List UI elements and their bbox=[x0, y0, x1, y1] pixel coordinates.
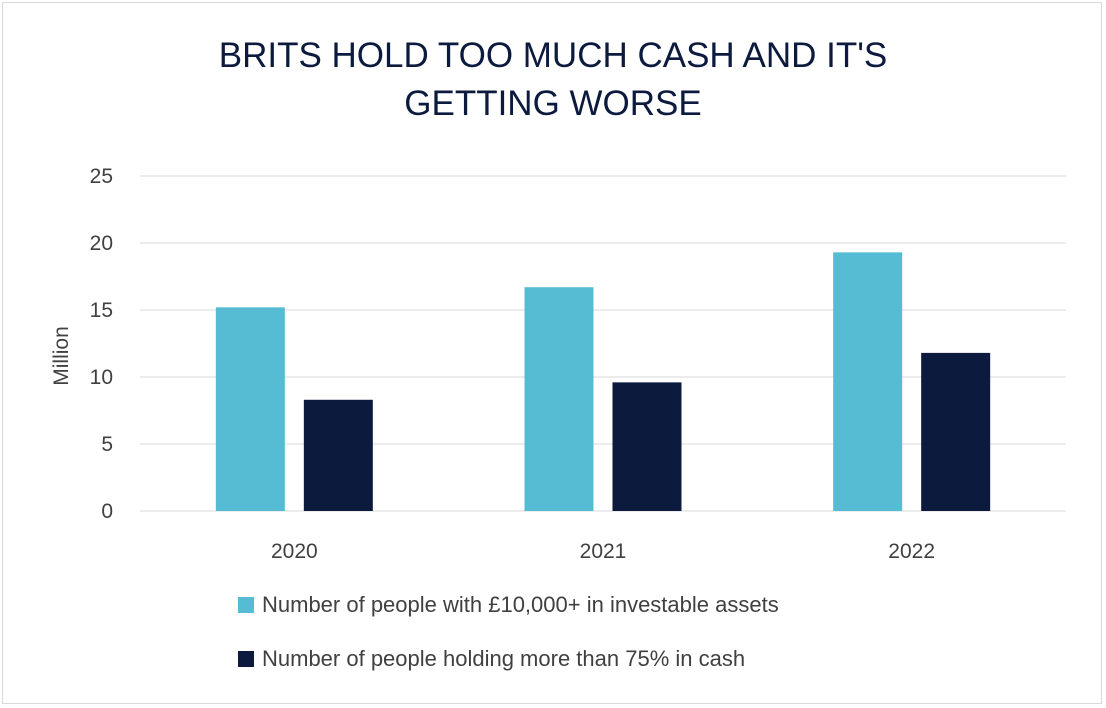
y-tick-label: 5 bbox=[101, 433, 113, 456]
y-axis-ticks: 0 5 10 15 20 25 bbox=[90, 165, 113, 523]
legend-item-holding-cash: Number of people holding more than 75% i… bbox=[238, 644, 779, 674]
bar-2021-series-1 bbox=[612, 382, 682, 511]
chart-title: BRITS HOLD TOO MUCH CASH AND IT'S GETTIN… bbox=[0, 32, 1106, 128]
bar-2021-series-0 bbox=[524, 287, 594, 511]
x-tick-label: 2021 bbox=[580, 540, 627, 563]
chart-title-line-1: BRITS HOLD TOO MUCH CASH AND IT'S bbox=[218, 36, 888, 75]
y-tick-label: 15 bbox=[90, 299, 113, 322]
y-tick-label: 20 bbox=[90, 232, 113, 255]
x-tick-label: 2020 bbox=[271, 540, 318, 563]
x-axis-ticks: 2020 2021 2022 bbox=[271, 540, 935, 563]
bar-2022-series-1 bbox=[921, 352, 991, 511]
chart-title-line-2: GETTING WORSE bbox=[404, 84, 702, 123]
y-tick-label: 0 bbox=[101, 500, 113, 523]
legend-swatch-investable-assets bbox=[238, 597, 254, 613]
x-tick-label: 2022 bbox=[888, 540, 935, 563]
y-tick-label: 10 bbox=[90, 366, 113, 389]
y-tick-label: 25 bbox=[90, 165, 113, 188]
bars bbox=[215, 252, 991, 511]
legend-label-holding-cash: Number of people holding more than 75% i… bbox=[262, 646, 746, 671]
legend-swatch-holding-cash bbox=[238, 651, 254, 667]
legend-label-investable-assets: Number of people with £10,000+ in invest… bbox=[262, 592, 779, 617]
gridlines bbox=[140, 175, 1066, 512]
bar-2020-series-1 bbox=[303, 399, 373, 511]
bar-2022-series-0 bbox=[833, 252, 903, 511]
bar-2020-series-0 bbox=[215, 307, 285, 511]
y-axis-title: Million bbox=[50, 326, 73, 386]
legend: Number of people with £10,000+ in invest… bbox=[238, 590, 779, 698]
legend-item-investable-assets: Number of people with £10,000+ in invest… bbox=[238, 590, 779, 620]
